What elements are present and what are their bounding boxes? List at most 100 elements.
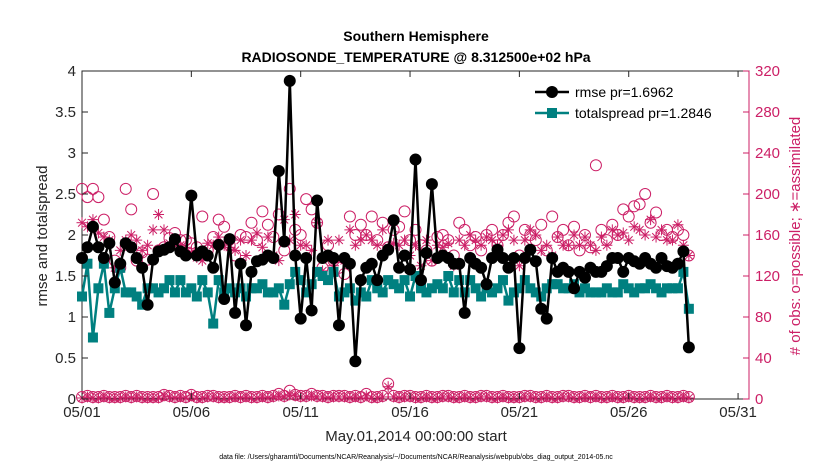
totalspread-point xyxy=(612,287,623,298)
totalspread-point xyxy=(148,283,159,294)
totalspread-point xyxy=(426,283,437,294)
obs-assimilated-point xyxy=(541,391,553,403)
obs-assimilated-point xyxy=(235,234,247,246)
obs-assimilated-point xyxy=(349,391,361,403)
rmse-spread-series xyxy=(76,74,695,368)
obs-assimilated-point xyxy=(153,209,165,220)
rmse-point xyxy=(414,274,427,287)
obs-assimilated-point xyxy=(508,234,520,246)
totalspread-point xyxy=(503,295,514,306)
obs-assimilated-point xyxy=(306,390,318,402)
rmse-point xyxy=(76,251,88,264)
asterisk-stroke xyxy=(301,392,311,402)
totalspread-point xyxy=(421,287,432,298)
rmse-point xyxy=(425,178,438,191)
asterisk-stroke xyxy=(602,393,612,403)
obs-assimilated-point xyxy=(601,239,613,251)
totalspread-point xyxy=(536,291,547,302)
asterisk-stroke xyxy=(208,392,218,402)
totalspread-point xyxy=(317,271,328,281)
y2-tick-label: 120 xyxy=(755,268,780,285)
rmse-point xyxy=(453,257,466,270)
totalspread-point xyxy=(607,287,618,298)
asterisk-stroke xyxy=(591,392,601,402)
asterisk-stroke xyxy=(624,235,633,245)
rmse-point xyxy=(103,237,116,250)
asterisk-stroke xyxy=(77,218,87,227)
rmse-point xyxy=(409,153,422,166)
totalspread-point xyxy=(432,279,443,290)
asterisk-stroke xyxy=(367,235,377,245)
totalspread-point xyxy=(372,283,383,294)
totalspread-point xyxy=(574,287,585,298)
obs-assimilated-point xyxy=(147,224,159,236)
asterisk-stroke xyxy=(362,391,371,401)
obs-assimilated-point xyxy=(81,391,93,403)
totalspread-point xyxy=(262,287,273,298)
y2-tick-label: 40 xyxy=(755,350,772,367)
totalspread-point xyxy=(126,287,137,298)
y2-tick-label: 0 xyxy=(755,391,763,408)
asterisk-stroke xyxy=(684,251,694,260)
asterisk-stroke xyxy=(203,238,212,248)
rmse-point xyxy=(371,274,384,287)
y-tick-label: 1 xyxy=(68,309,76,326)
asterisk-stroke xyxy=(307,391,316,401)
obs-assimilated-point xyxy=(131,391,143,403)
obs-assimilated-point xyxy=(524,224,536,236)
rmse-point xyxy=(480,278,493,291)
asterisk-stroke xyxy=(258,243,267,252)
obs-possible-point xyxy=(409,223,422,236)
asterisk-stroke xyxy=(553,393,562,403)
totalspread-point xyxy=(437,283,448,294)
asterisk-stroke xyxy=(542,392,551,402)
rmse-point xyxy=(529,255,542,268)
y-tick-label: 3.5 xyxy=(55,104,76,121)
legend-spread-label: totalspread pr=1.2846 xyxy=(575,105,712,121)
obs-assimilated-point xyxy=(552,231,564,243)
chart-title: Southern Hemisphere xyxy=(343,28,489,44)
obs-assimilated-point xyxy=(541,239,553,251)
obs-assimilated-point xyxy=(579,391,591,403)
asterisk-stroke xyxy=(657,225,666,235)
data-file-note: data file: /Users/gharamti/Documents/NCA… xyxy=(219,454,613,461)
obs-assimilated-point xyxy=(683,392,695,404)
obs-assimilated-point xyxy=(574,239,586,251)
asterisk-stroke xyxy=(334,235,344,245)
obs-possible-point xyxy=(633,198,646,211)
y-tick-label: 0 xyxy=(68,391,76,408)
obs-assimilated-point xyxy=(251,392,263,404)
x-tick-label: 05/01 xyxy=(63,404,101,421)
totalspread-point xyxy=(93,283,104,294)
obs-possible-point xyxy=(196,210,209,223)
obs-assimilated-point xyxy=(207,391,219,403)
totalspread-point xyxy=(399,275,410,286)
y2-tick-label: 160 xyxy=(755,227,780,244)
totalspread-point xyxy=(257,279,268,290)
asterisk-stroke xyxy=(444,392,453,402)
rmse-point xyxy=(513,342,526,355)
asterisk-stroke xyxy=(580,392,590,402)
totalspread-point xyxy=(497,275,508,286)
obs-assimilated-point xyxy=(584,392,596,404)
asterisk-stroke xyxy=(165,392,174,402)
asterisk-stroke xyxy=(290,210,300,219)
obs-assimilated-point xyxy=(677,391,689,403)
y2-tick-label: 240 xyxy=(755,145,780,162)
y-tick-label: 0.5 xyxy=(55,350,76,367)
asterisk-stroke xyxy=(586,240,595,250)
asterisk-stroke xyxy=(629,222,639,232)
obs-assimilated-point xyxy=(415,392,427,404)
obs-assimilated-point xyxy=(459,391,471,403)
x-tick-label: 05/16 xyxy=(391,404,429,421)
totalspread-point xyxy=(492,283,503,294)
x-tick-label: 05/31 xyxy=(719,404,757,421)
totalspread-point xyxy=(618,279,629,290)
asterisk-stroke xyxy=(640,393,650,403)
rmse-point xyxy=(92,241,105,254)
obs-assimilated-point xyxy=(169,392,181,404)
totalspread-point xyxy=(596,287,607,298)
asterisk-stroke xyxy=(323,393,333,403)
rmse-point xyxy=(650,261,663,274)
obs-assimilated-point xyxy=(289,390,301,402)
